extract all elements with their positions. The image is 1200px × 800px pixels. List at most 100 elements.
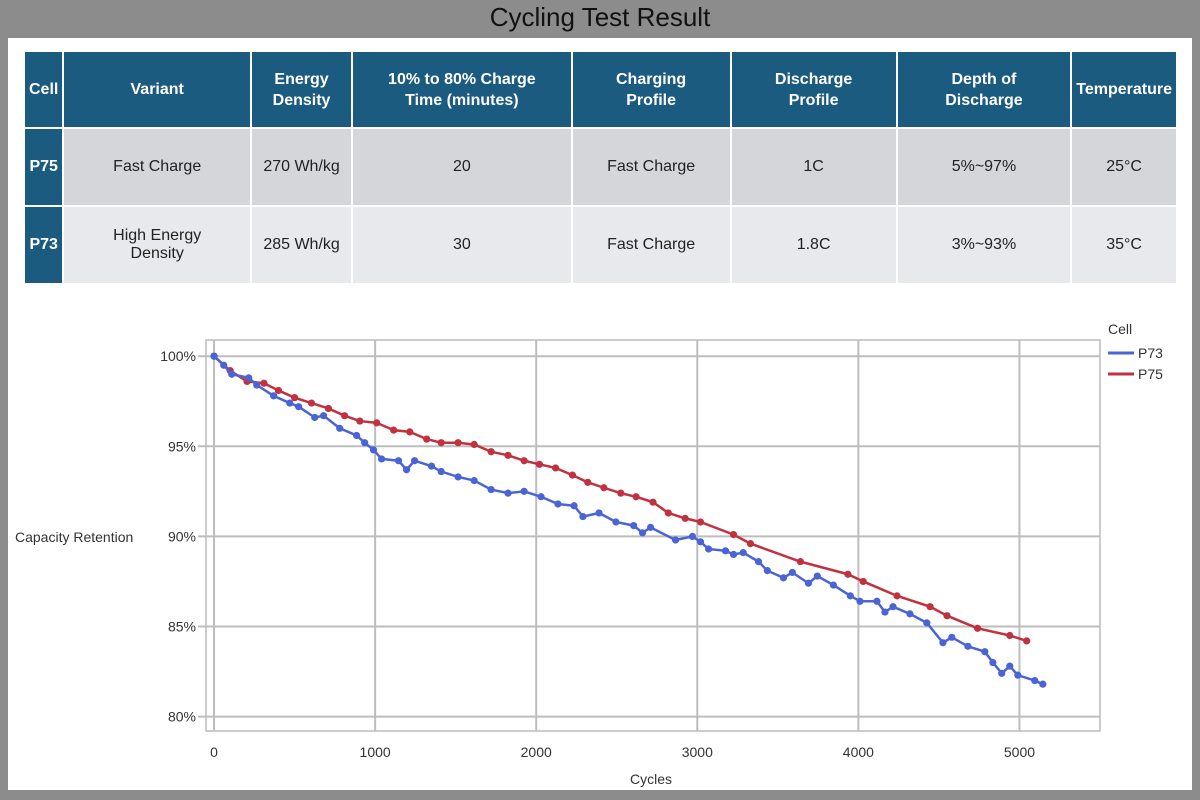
data-point-p73 — [253, 381, 261, 389]
legend-title: Cell — [1108, 321, 1132, 337]
header-variant: Variant — [64, 52, 251, 127]
data-point-p73 — [228, 370, 236, 378]
cell-id: P75 — [25, 129, 63, 205]
cell-spec-table: Cell Variant Energy Density 10% to 80% C… — [23, 50, 1178, 285]
data-point-p75 — [307, 399, 316, 407]
discharge-profile: 1C — [731, 129, 896, 205]
series-line-p75 — [213, 355, 1028, 643]
data-point-p73 — [336, 424, 344, 432]
data-point-p75 — [681, 514, 689, 522]
data-point-p73 — [989, 658, 997, 667]
data-point-p75 — [406, 428, 414, 436]
data-point-p73 — [763, 567, 771, 575]
y-axis-label: Capacity Retention — [15, 529, 133, 545]
data-point-p75 — [649, 498, 657, 506]
data-point-p75 — [943, 612, 951, 620]
data-point-p75 — [324, 404, 333, 413]
energy-density: 285 Wh/kg — [252, 207, 352, 283]
data-point-p73 — [369, 446, 378, 454]
x-tick-label: 1000 — [360, 744, 391, 760]
data-point-p73 — [813, 572, 821, 580]
charge-time: 20 — [353, 129, 571, 205]
data-point-p73 — [779, 574, 788, 582]
header-depth-of-discharge: Depth of Discharge — [897, 52, 1071, 127]
y-tick-label: 95% — [168, 438, 196, 454]
data-point-p75 — [340, 412, 349, 420]
variant: Fast Charge — [64, 129, 251, 205]
data-point-p73 — [754, 558, 763, 566]
data-point-p75 — [274, 386, 283, 395]
data-point-p73 — [570, 502, 578, 510]
y-tick-label: 80% — [168, 709, 196, 725]
data-point-p73 — [846, 592, 854, 600]
data-point-p73 — [286, 399, 294, 407]
data-point-p73 — [579, 512, 587, 521]
data-point-p73 — [311, 413, 319, 422]
data-point-p73 — [394, 457, 403, 465]
data-point-p73 — [220, 361, 228, 369]
data-point-p73 — [856, 597, 864, 605]
data-point-p75 — [584, 478, 592, 486]
data-point-p73 — [245, 374, 253, 382]
data-point-p75 — [390, 426, 398, 434]
data-point-p73 — [788, 568, 796, 577]
data-point-p73 — [964, 642, 972, 650]
charging-profile: Fast Charge — [572, 129, 730, 205]
header-temperature: Temperature — [1072, 52, 1176, 127]
x-tick-label: 0 — [210, 744, 218, 760]
data-point-p73 — [295, 403, 303, 411]
data-point-p73 — [729, 550, 738, 559]
data-point-p75 — [632, 493, 640, 501]
header-energy-density: Energy Density — [252, 52, 352, 127]
data-point-p75 — [1023, 637, 1031, 645]
data-point-p73 — [948, 633, 956, 641]
data-point-p73 — [998, 669, 1006, 677]
data-point-p75 — [260, 379, 268, 387]
x-axis-label: Cycles — [630, 771, 672, 787]
temperature: 35°C — [1072, 207, 1176, 283]
y-tick-label: 85% — [168, 618, 196, 634]
data-point-p73 — [981, 648, 989, 656]
data-point-p73 — [646, 523, 655, 531]
data-point-p73 — [671, 536, 680, 544]
header-charging-profile: Charging Profile — [572, 52, 730, 127]
data-point-p73 — [881, 608, 889, 616]
data-point-p73 — [923, 619, 931, 627]
data-point-p73 — [638, 529, 647, 537]
y-tick-label: 100% — [160, 348, 196, 364]
data-point-p75 — [1006, 631, 1014, 640]
data-point-p75 — [423, 435, 431, 443]
data-point-p75 — [844, 570, 852, 578]
data-point-p73 — [906, 610, 914, 618]
data-point-p75 — [437, 439, 445, 447]
data-point-p73 — [361, 439, 369, 447]
data-point-p73 — [630, 521, 638, 530]
data-point-p73 — [612, 518, 620, 526]
data-point-p75 — [600, 484, 608, 492]
data-point-p73 — [739, 549, 747, 557]
page-title: Cycling Test Result — [489, 2, 711, 32]
data-point-p73 — [537, 493, 545, 501]
x-tick-label: 4000 — [843, 744, 874, 760]
temperature: 25°C — [1072, 129, 1176, 205]
y-tick-label: 90% — [168, 528, 196, 544]
charging-profile: Fast Charge — [572, 207, 730, 283]
data-point-p73 — [454, 473, 462, 481]
data-point-p73 — [504, 489, 512, 497]
data-point-p73 — [1014, 671, 1022, 679]
data-point-p73 — [688, 532, 697, 541]
header-discharge-profile: Discharge Profile — [731, 52, 896, 127]
header-charge-time: 10% to 80% Charge Time (minutes) — [353, 52, 571, 127]
x-tick-label: 5000 — [1004, 744, 1035, 760]
data-point-p75 — [470, 440, 478, 449]
data-point-p73 — [520, 487, 528, 495]
data-point-p73 — [1031, 676, 1039, 685]
data-point-p73 — [411, 457, 419, 465]
table-header-row: Cell Variant Energy Density 10% to 80% C… — [25, 52, 1176, 127]
data-point-p73 — [704, 545, 713, 553]
data-point-p75 — [356, 417, 364, 425]
data-point-p73 — [939, 639, 947, 647]
data-point-p75 — [664, 509, 672, 517]
variant: High Energy Density — [64, 207, 251, 283]
